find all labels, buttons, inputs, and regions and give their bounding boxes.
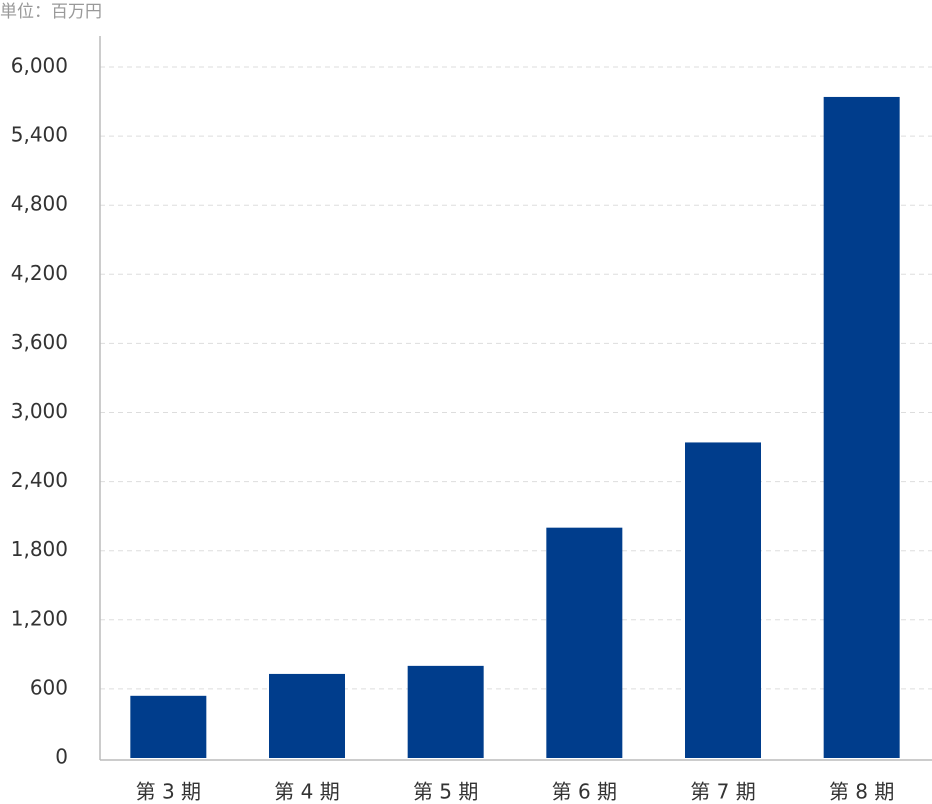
- unit-label: 単位：百万円: [0, 2, 102, 22]
- y-tick-label: 2,400: [11, 468, 68, 492]
- x-tick-label: 第 4 期: [274, 780, 339, 804]
- x-tick-label: 第 8 期: [829, 780, 894, 804]
- bar: [546, 527, 623, 758]
- x-tick-label: 第 6 期: [552, 780, 617, 804]
- bar: [685, 442, 761, 758]
- y-tick-label: 4,800: [11, 192, 68, 216]
- bar: [269, 673, 345, 758]
- x-tick-label: 第 7 期: [690, 780, 755, 804]
- y-tick-label: 4,200: [11, 261, 68, 285]
- bar: [407, 665, 484, 758]
- y-tick-label: 3,000: [11, 399, 68, 423]
- x-tick-label: 第 3 期: [136, 780, 201, 804]
- bar: [823, 96, 900, 758]
- y-tick-label: 0: [55, 745, 68, 769]
- y-tick-label: 1,200: [11, 606, 68, 630]
- x-tick-label: 第 5 期: [413, 780, 478, 804]
- y-tick-label: 1,800: [11, 537, 68, 561]
- y-tick-label: 6,000: [11, 54, 68, 78]
- y-tick-label: 3,600: [11, 330, 68, 354]
- y-tick-label: 5,400: [11, 123, 68, 147]
- bar: [130, 695, 207, 758]
- y-tick-label: 600: [30, 675, 68, 699]
